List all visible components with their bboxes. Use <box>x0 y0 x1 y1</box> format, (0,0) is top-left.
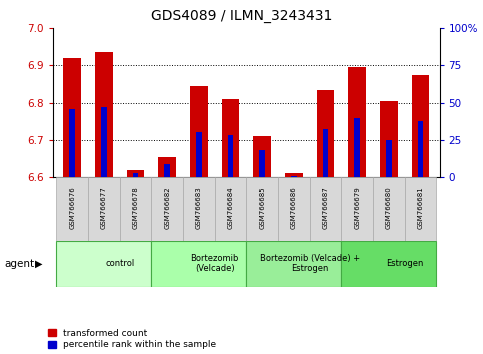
Bar <box>63 58 81 177</box>
Bar <box>418 120 424 177</box>
Bar <box>355 118 360 177</box>
Bar <box>341 241 436 287</box>
Text: GSM766686: GSM766686 <box>291 186 297 229</box>
Bar <box>246 241 341 287</box>
Text: Estrogen: Estrogen <box>386 259 424 268</box>
Bar <box>246 177 278 241</box>
Text: GSM766679: GSM766679 <box>354 186 360 229</box>
Bar <box>151 177 183 241</box>
Legend: transformed count, percentile rank within the sample: transformed count, percentile rank withi… <box>48 329 216 349</box>
Bar <box>151 241 246 287</box>
Bar <box>190 86 208 177</box>
Bar <box>214 177 246 241</box>
Text: GSM766687: GSM766687 <box>323 186 328 229</box>
Bar <box>158 156 176 177</box>
Bar <box>69 109 75 177</box>
Bar <box>278 177 310 241</box>
Text: GSM766678: GSM766678 <box>132 186 139 229</box>
Bar <box>227 135 233 177</box>
Text: GSM766684: GSM766684 <box>227 186 233 229</box>
Text: control: control <box>105 259 134 268</box>
Bar <box>373 177 405 241</box>
Bar <box>386 140 392 177</box>
Text: GSM766681: GSM766681 <box>417 186 424 229</box>
Text: agent: agent <box>5 259 35 269</box>
Bar <box>183 177 214 241</box>
Bar <box>222 99 239 177</box>
Text: GDS4089 / ILMN_3243431: GDS4089 / ILMN_3243431 <box>151 9 332 23</box>
Bar <box>285 173 302 177</box>
Text: Bortezomib
(Velcade): Bortezomib (Velcade) <box>190 254 239 273</box>
Bar <box>259 150 265 177</box>
Bar <box>164 164 170 177</box>
Bar <box>88 177 120 241</box>
Text: GSM766676: GSM766676 <box>69 186 75 229</box>
Text: ▶: ▶ <box>35 259 43 269</box>
Bar <box>405 177 436 241</box>
Text: GSM766677: GSM766677 <box>101 186 107 229</box>
Bar <box>127 170 144 177</box>
Text: GSM766683: GSM766683 <box>196 186 202 229</box>
Bar <box>412 75 429 177</box>
Bar <box>254 136 271 177</box>
Bar <box>101 107 107 177</box>
Text: Bortezomib (Velcade) +
Estrogen: Bortezomib (Velcade) + Estrogen <box>259 254 360 273</box>
Bar <box>57 177 88 241</box>
Bar <box>310 177 341 241</box>
Bar <box>317 90 334 177</box>
Text: GSM766685: GSM766685 <box>259 186 265 229</box>
Bar <box>95 52 113 177</box>
Bar <box>291 176 297 177</box>
Bar <box>323 130 328 177</box>
Text: GSM766680: GSM766680 <box>386 186 392 229</box>
Bar <box>133 172 138 177</box>
Bar <box>348 67 366 177</box>
Bar <box>196 132 202 177</box>
Bar <box>341 177 373 241</box>
Text: GSM766682: GSM766682 <box>164 186 170 229</box>
Bar <box>380 101 398 177</box>
Bar <box>120 177 151 241</box>
Bar <box>57 241 151 287</box>
